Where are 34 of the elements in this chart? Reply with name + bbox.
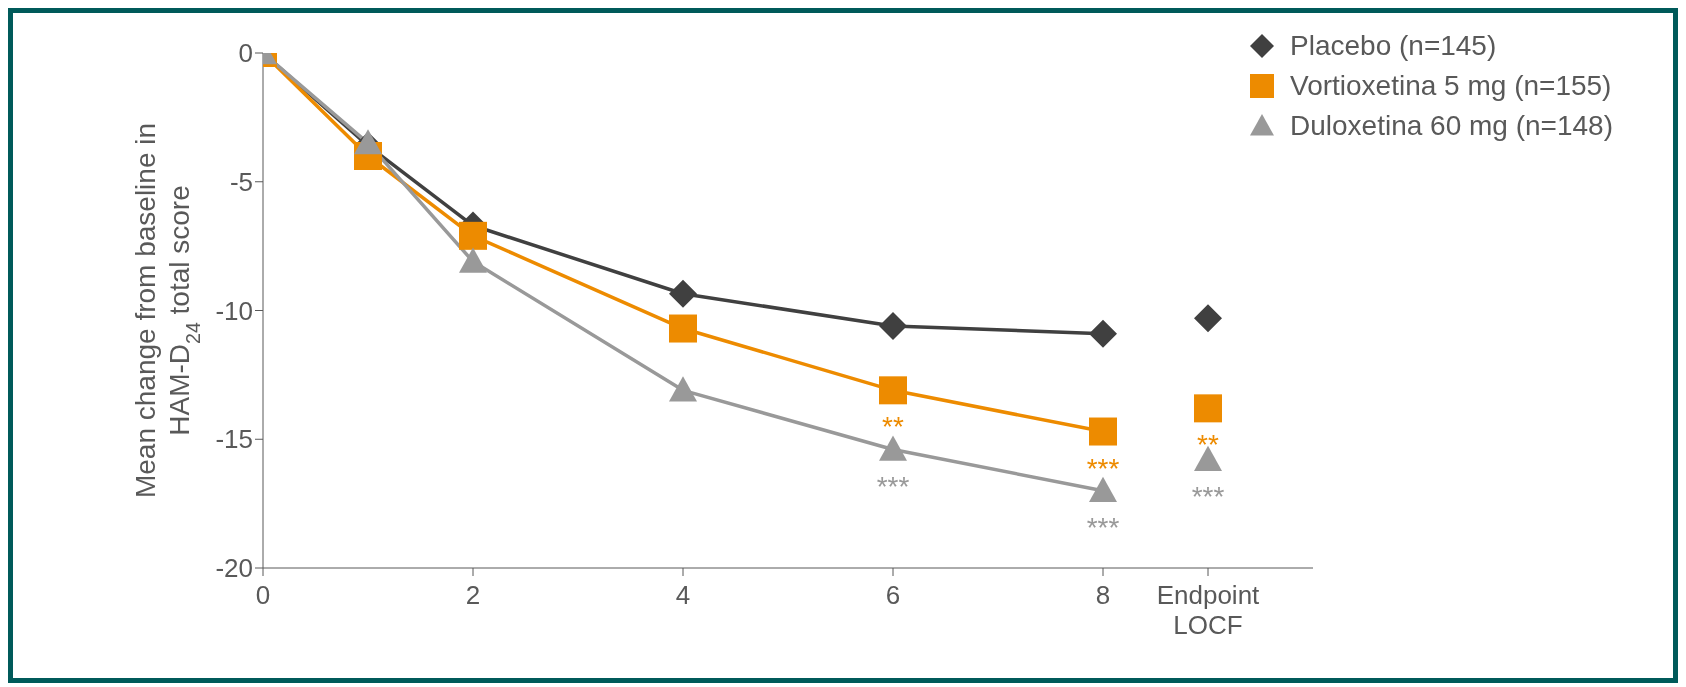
x-tick-label: 6 xyxy=(885,580,901,610)
y-tick-label: -20 xyxy=(215,553,253,584)
annotation: *** xyxy=(1086,511,1120,543)
point xyxy=(1194,394,1222,423)
point xyxy=(669,314,697,343)
point xyxy=(669,279,697,308)
x-tick-label: Endpoint LOCF xyxy=(1156,580,1261,640)
point xyxy=(879,376,907,405)
x-tick-label: 8 xyxy=(1095,580,1111,610)
point xyxy=(459,247,487,273)
point xyxy=(1194,445,1222,472)
point xyxy=(879,311,907,340)
legend-label: Duloxetina 60 mg (n=148) xyxy=(1290,109,1613,143)
annotation: *** xyxy=(876,470,910,502)
annotation: ** xyxy=(1197,429,1219,461)
point xyxy=(1089,417,1117,446)
x-tick-label: 4 xyxy=(675,580,691,610)
annotation: ** xyxy=(882,411,904,443)
y-tick-label: 0 xyxy=(238,38,253,69)
point xyxy=(459,221,487,250)
point xyxy=(354,129,382,155)
legend-label: Vortioxetina 5 mg (n=155) xyxy=(1290,69,1612,103)
point xyxy=(879,435,907,461)
annotation: *** xyxy=(1191,480,1225,512)
point xyxy=(1089,476,1117,502)
legend-label: Placebo (n=145) xyxy=(1290,29,1497,63)
point xyxy=(669,376,697,402)
y-tick-label: -15 xyxy=(215,424,253,455)
y-tick-label: -5 xyxy=(229,166,253,197)
point xyxy=(1089,319,1117,348)
point xyxy=(1194,304,1222,333)
annotation: *** xyxy=(1086,452,1120,484)
x-tick-label: 2 xyxy=(465,580,481,610)
y-tick-label: -10 xyxy=(215,295,253,326)
